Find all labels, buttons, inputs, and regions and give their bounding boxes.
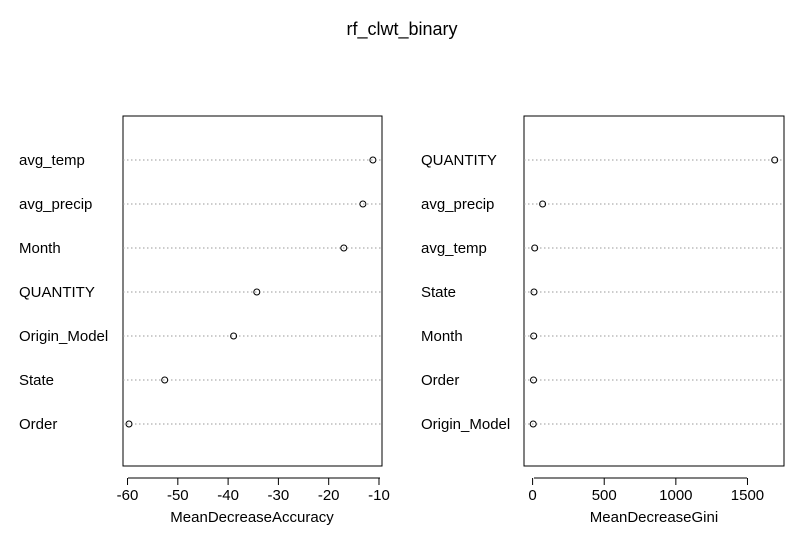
variable-label: State [19, 372, 54, 389]
variable-label: Origin_Model [421, 416, 510, 433]
x-tick-label: -10 [368, 487, 390, 504]
data-point [369, 156, 377, 164]
x-tick-label: 0 [528, 487, 536, 504]
data-point [530, 332, 538, 340]
data-point [230, 332, 238, 340]
variable-label: avg_precip [19, 196, 92, 213]
variable-label: Order [421, 372, 459, 389]
x-axis-label-accuracy: MeanDecreaseAccuracy [170, 509, 334, 526]
x-tick-label: -20 [318, 487, 340, 504]
x-tick-label: 1000 [659, 487, 692, 504]
plot-frame-accuracy [122, 115, 383, 467]
data-point [530, 288, 538, 296]
variable-label: QUANTITY [19, 284, 95, 301]
data-point [530, 376, 537, 384]
x-axis-label-gini: MeanDecreaseGini [590, 509, 718, 526]
x-tick-label: -60 [117, 487, 139, 504]
chart-title: rf_clwt_binary [346, 19, 457, 40]
points-accuracy [125, 156, 377, 428]
points-gini [529, 156, 779, 428]
variable-labels-gini: QUANTITY avg_precip avg_temp State Month Orde… [421, 152, 510, 433]
x-tick-label: 500 [592, 487, 617, 504]
variable-labels-accuracy: avg_temp avg_precip Month QUANTITY Origin_Mo… [19, 152, 108, 433]
data-point [529, 420, 537, 428]
variable-label: Month [19, 240, 61, 257]
x-ticks-gini: 0 500 1000 1500 [528, 478, 764, 504]
data-point [539, 200, 547, 208]
panel-mean-decrease-accuracy: avg_temp avg_precip Month QUANTITY Origin_Mo… [19, 115, 390, 526]
x-ticks-accuracy: -60 -50 -40 -30 -20 -10 [117, 478, 390, 504]
variable-label: Order [19, 416, 57, 433]
variable-label: avg_precip [421, 196, 494, 213]
x-tick-label: -40 [217, 487, 239, 504]
data-point [161, 376, 169, 384]
variable-label: Origin_Model [19, 328, 108, 345]
x-tick-label: -50 [167, 487, 189, 504]
panel-mean-decrease-gini: QUANTITY avg_precip avg_temp State Month Orde… [421, 115, 785, 526]
guide-lines-gini [524, 159, 784, 425]
data-point [340, 244, 348, 252]
data-point [359, 200, 367, 208]
variable-label: Month [421, 328, 463, 345]
guide-lines-accuracy [123, 159, 382, 425]
x-tick-label: -30 [268, 487, 290, 504]
variable-label: avg_temp [19, 152, 85, 169]
variable-label: State [421, 284, 456, 301]
data-point [125, 420, 133, 428]
data-point [253, 288, 261, 296]
plot-frame-gini [523, 115, 785, 467]
data-point [771, 156, 779, 164]
variable-label: avg_temp [421, 240, 487, 257]
variable-label: QUANTITY [421, 152, 497, 169]
data-point [531, 244, 539, 252]
x-tick-label: 1500 [731, 487, 764, 504]
